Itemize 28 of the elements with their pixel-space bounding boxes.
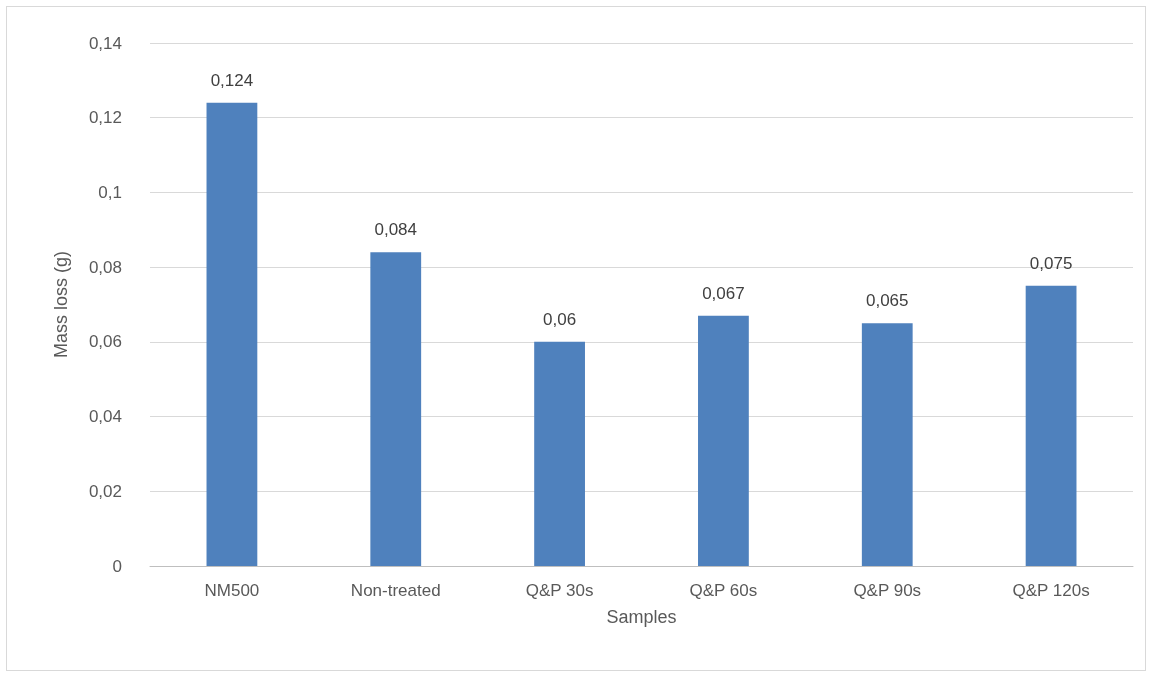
data-label: 0,065 [865, 291, 909, 311]
y-tick-label: 0,02 [88, 481, 122, 501]
x-tick-label: Q&P 90s [853, 581, 922, 600]
x-axis-title: Samples [606, 607, 677, 627]
y-tick-label: 0 [112, 556, 122, 576]
data-label: 0,124 [210, 70, 254, 90]
y-tick-label: 0,1 [98, 182, 122, 202]
x-tick-label: Q&P 120s [1012, 581, 1090, 600]
y-tick-label: 0,14 [88, 33, 122, 53]
x-tick-label: Q&P 30s [525, 581, 594, 600]
bar [698, 315, 749, 566]
y-tick-label: 0,04 [88, 407, 122, 427]
data-label: 0,06 [543, 309, 577, 329]
bar [861, 323, 913, 566]
y-tick-label: 0,06 [88, 332, 122, 352]
bar [1025, 285, 1077, 566]
bar [206, 102, 258, 566]
data-label: 0,084 [374, 220, 418, 240]
y-axis-title: Mass loss (g) [51, 250, 71, 359]
data-label: 0,067 [702, 283, 745, 303]
x-tick-label: Non-treated [350, 581, 441, 600]
y-tick-label: 0,08 [88, 257, 122, 277]
bar [534, 341, 585, 566]
x-tick-label: Q&P 60s [689, 581, 758, 600]
bar [370, 252, 422, 566]
data-label: 0,075 [1029, 253, 1073, 273]
y-tick-label: 0,12 [88, 108, 122, 128]
x-tick-label: NM500 [204, 581, 260, 600]
